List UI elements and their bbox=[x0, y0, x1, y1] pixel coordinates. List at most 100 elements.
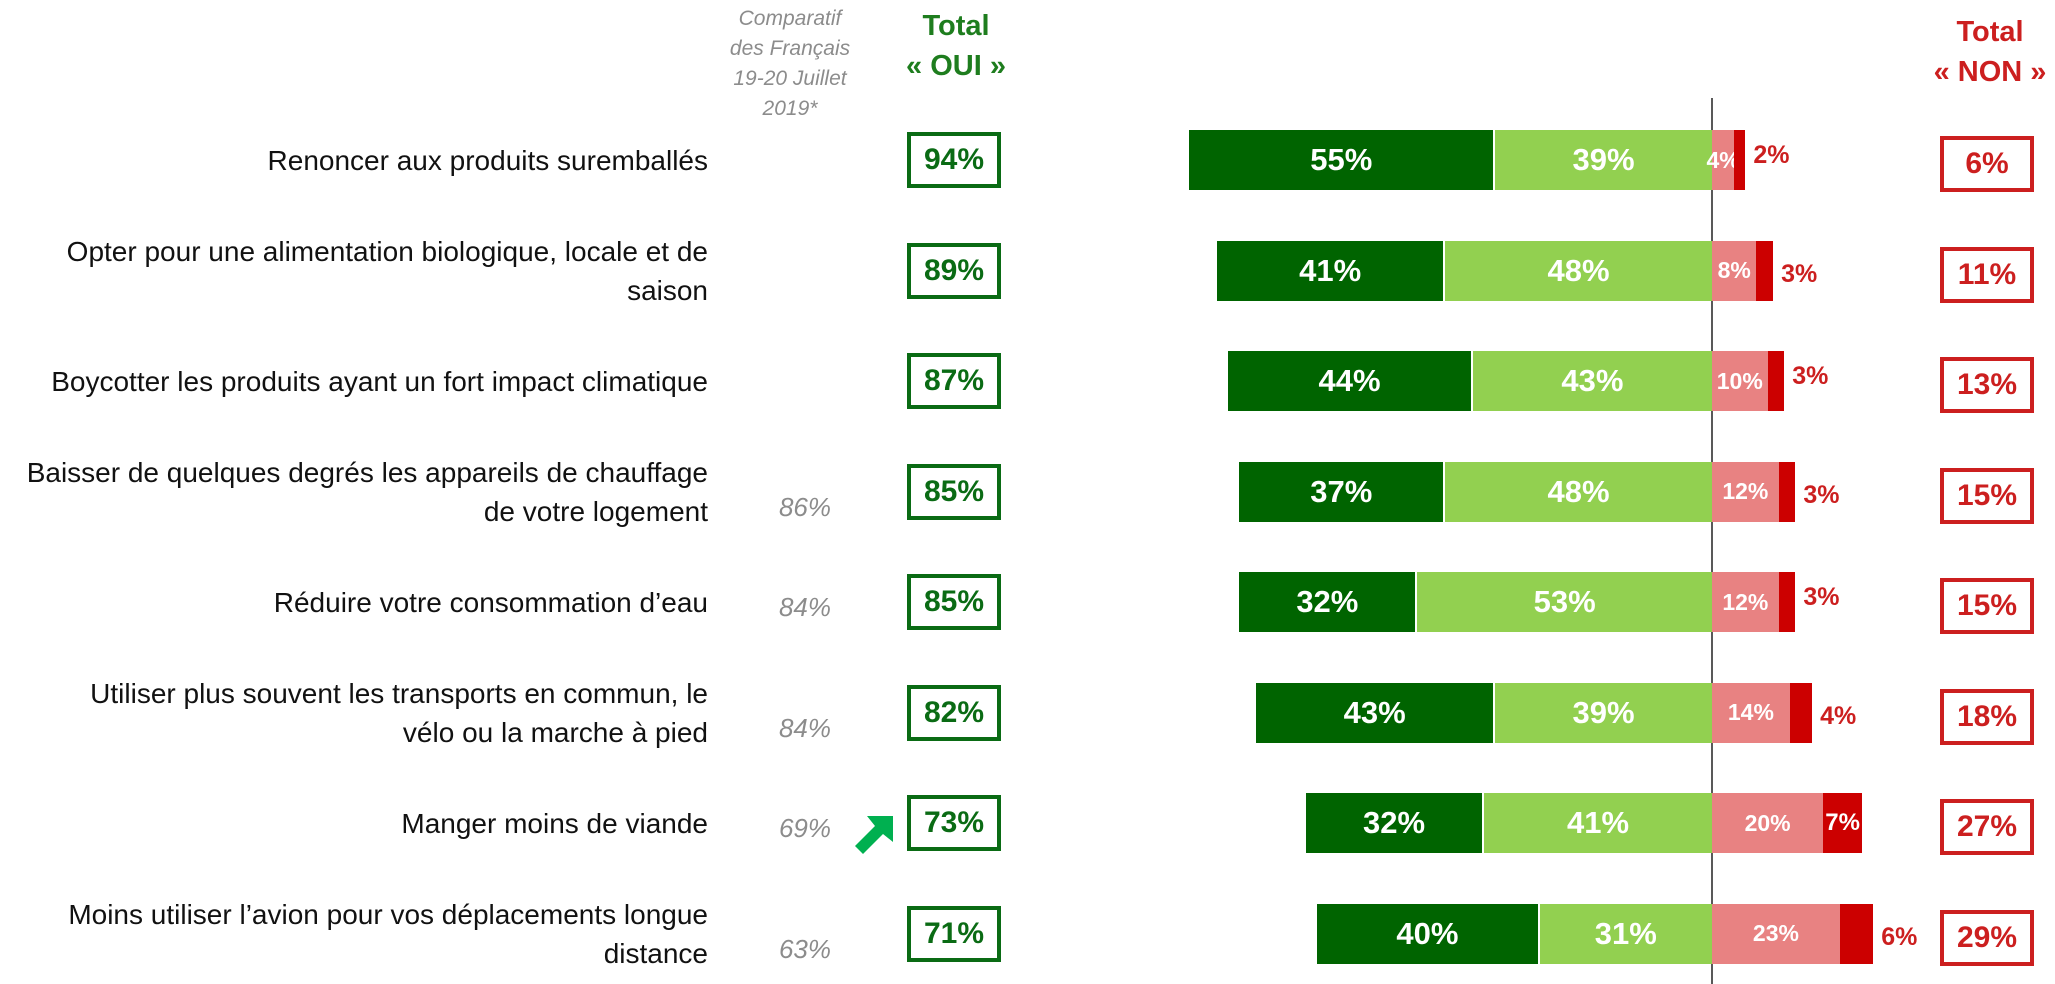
row-label-text: Renoncer aux produits suremballés bbox=[268, 141, 708, 180]
total-non-box: 11% bbox=[1940, 246, 2034, 303]
bar-non-pas-du-tout: 7% bbox=[1823, 793, 1863, 853]
bar-non-pas-du-tout-label: 3% bbox=[1803, 480, 1840, 509]
bar-oui-tout-a-fait: 43% bbox=[1256, 682, 1496, 743]
row-label-line: Utiliser plus souvent les transports en … bbox=[90, 677, 708, 709]
total-oui-box: 87% bbox=[907, 353, 1001, 409]
row-label-line: de votre logement bbox=[483, 495, 708, 527]
row-label-text: Réduire votre consommation d’eau bbox=[274, 583, 708, 622]
comparatif-header: Comparatif des Français 19-20 Juillet 20… bbox=[720, 4, 860, 124]
row-label-text: Baisser de quelques degrés les appareils… bbox=[27, 453, 708, 531]
row-label-line: distance bbox=[603, 937, 708, 969]
comparatif-header-line: 19-20 Juillet bbox=[733, 67, 847, 90]
row-label-text: Boycotter les produits ayant un fort imp… bbox=[51, 362, 708, 401]
row-label-text: Opter pour une alimentation biologique, … bbox=[67, 232, 708, 310]
bar-oui-plutot: 48% bbox=[1445, 240, 1712, 301]
bar-oui-tout-a-fait: 32% bbox=[1239, 572, 1418, 632]
total-non-box: 27% bbox=[1940, 799, 2034, 855]
row-label: Manger moins de viande bbox=[0, 778, 708, 868]
bar-non-pas-du-tout-label: 6% bbox=[1881, 922, 1918, 951]
row-label-line: Manger moins de viande bbox=[401, 807, 708, 839]
total-non-header: Total « NON » bbox=[1920, 12, 2055, 92]
row-label: Renoncer aux produits suremballés bbox=[0, 115, 708, 205]
bar-non-plutot: 20% bbox=[1712, 793, 1824, 853]
row-label-line: Réduire votre consommation d’eau bbox=[273, 586, 708, 618]
total-non-header-line: Total bbox=[1956, 16, 2024, 48]
total-oui-header-line: Total bbox=[922, 10, 990, 42]
total-oui-box: 94% bbox=[907, 132, 1001, 188]
bar-oui-plutot: 48% bbox=[1445, 461, 1712, 522]
bar-oui-tout-a-fait: 32% bbox=[1306, 793, 1485, 853]
total-non-box: 13% bbox=[1940, 357, 2034, 413]
bar-non-plutot: 14% bbox=[1712, 682, 1790, 743]
bar-non-pas-du-tout bbox=[1778, 572, 1796, 632]
bar-non-plutot: 12% bbox=[1712, 461, 1779, 522]
total-non-box: 6% bbox=[1940, 136, 2034, 192]
total-oui-box: 71% bbox=[907, 905, 1001, 962]
row-label-line: Renoncer aux produits suremballés bbox=[267, 144, 708, 176]
bar-non-plutot: 12% bbox=[1712, 572, 1779, 632]
total-oui-header: Total « OUI » bbox=[886, 6, 1026, 86]
row-label-line: saison bbox=[627, 274, 708, 306]
bar-non-plutot: 4% bbox=[1707, 130, 1740, 190]
bar-non-pas-du-tout bbox=[1756, 240, 1774, 301]
bar-oui-plutot: 39% bbox=[1495, 130, 1712, 190]
bar-oui-plutot: 53% bbox=[1417, 572, 1712, 632]
total-oui-box: 89% bbox=[907, 242, 1001, 299]
bar-non-pas-du-tout-label: 3% bbox=[1781, 259, 1818, 288]
total-oui-box: 82% bbox=[907, 684, 1001, 741]
bar-non-pas-du-tout-label: 3% bbox=[1803, 583, 1840, 611]
bar-non-pas-du-tout bbox=[1734, 130, 1746, 190]
row-label-line: Boycotter les produits ayant un fort imp… bbox=[51, 365, 708, 397]
total-oui-box: 73% bbox=[907, 795, 1001, 851]
bar-non-plutot: 8% bbox=[1712, 240, 1757, 301]
row-label-line: Opter pour une alimentation biologique, … bbox=[66, 235, 708, 267]
total-non-box: 15% bbox=[1940, 578, 2034, 634]
bar-oui-tout-a-fait: 44% bbox=[1228, 351, 1473, 411]
bar-oui-plutot: 41% bbox=[1484, 793, 1712, 853]
comparatif-value: 84% bbox=[778, 592, 832, 622]
bar-oui-plutot: 31% bbox=[1539, 903, 1712, 964]
total-non-box: 29% bbox=[1940, 909, 2034, 966]
bar-oui-tout-a-fait: 40% bbox=[1317, 903, 1540, 964]
row-label-text: Moins utiliser l’avion pour vos déplacem… bbox=[68, 895, 708, 973]
comparatif-value: 69% bbox=[778, 813, 832, 843]
bar-oui-tout-a-fait: 55% bbox=[1189, 130, 1496, 190]
bar-oui-plutot: 43% bbox=[1472, 351, 1712, 411]
total-non-box: 18% bbox=[1940, 688, 2034, 745]
row-label: Utiliser plus souvent les transports en … bbox=[0, 668, 708, 758]
row-label: Opter pour une alimentation biologique, … bbox=[0, 226, 708, 316]
bar-non-pas-du-tout bbox=[1767, 351, 1785, 411]
bar-non-plutot: 10% bbox=[1712, 351, 1768, 411]
bar-oui-plutot: 39% bbox=[1495, 682, 1712, 743]
total-oui-box: 85% bbox=[907, 574, 1001, 630]
row-label: Baisser de quelques degrés les appareils… bbox=[0, 447, 708, 537]
bar-oui-tout-a-fait: 37% bbox=[1239, 461, 1446, 522]
bar-non-pas-du-tout bbox=[1789, 682, 1813, 743]
row-label-line: Baisser de quelques degrés les appareils… bbox=[26, 456, 708, 488]
bar-non-pas-du-tout-label: 4% bbox=[1820, 701, 1857, 730]
bar-non-pas-du-tout-label: 3% bbox=[1792, 362, 1829, 390]
bar-non-pas-du-tout bbox=[1839, 903, 1874, 964]
comparatif-header-line: Comparatif bbox=[738, 7, 842, 30]
total-non-box: 15% bbox=[1940, 467, 2034, 524]
bar-non-pas-du-tout-label: 2% bbox=[1753, 141, 1790, 169]
row-label-text: Manger moins de viande bbox=[401, 804, 708, 843]
bar-non-pas-du-tout bbox=[1778, 461, 1796, 522]
comparatif-value: 63% bbox=[778, 933, 832, 964]
row-label-line: vélo ou la marche à pied bbox=[402, 716, 708, 748]
bar-non-plutot: 23% bbox=[1712, 903, 1840, 964]
total-oui-box: 85% bbox=[907, 463, 1001, 520]
row-label: Réduire votre consommation d’eau bbox=[0, 557, 708, 647]
row-label: Moins utiliser l’avion pour vos déplacem… bbox=[0, 889, 708, 979]
comparatif-value: 86% bbox=[778, 491, 832, 522]
comparatif-header-line: des Français bbox=[729, 37, 851, 60]
zero-axis-line bbox=[1711, 98, 1713, 984]
row-label-line: Moins utiliser l’avion pour vos déplacem… bbox=[68, 898, 708, 930]
total-oui-header-line: « OUI » bbox=[906, 50, 1006, 82]
up-right-arrow-icon bbox=[855, 816, 893, 854]
row-label-text: Utiliser plus souvent les transports en … bbox=[90, 674, 708, 752]
comparatif-value: 84% bbox=[778, 712, 832, 743]
comparatif-header-line: 2019* bbox=[762, 97, 818, 120]
bar-oui-tout-a-fait: 41% bbox=[1217, 240, 1446, 301]
row-label: Boycotter les produits ayant un fort imp… bbox=[0, 336, 708, 426]
